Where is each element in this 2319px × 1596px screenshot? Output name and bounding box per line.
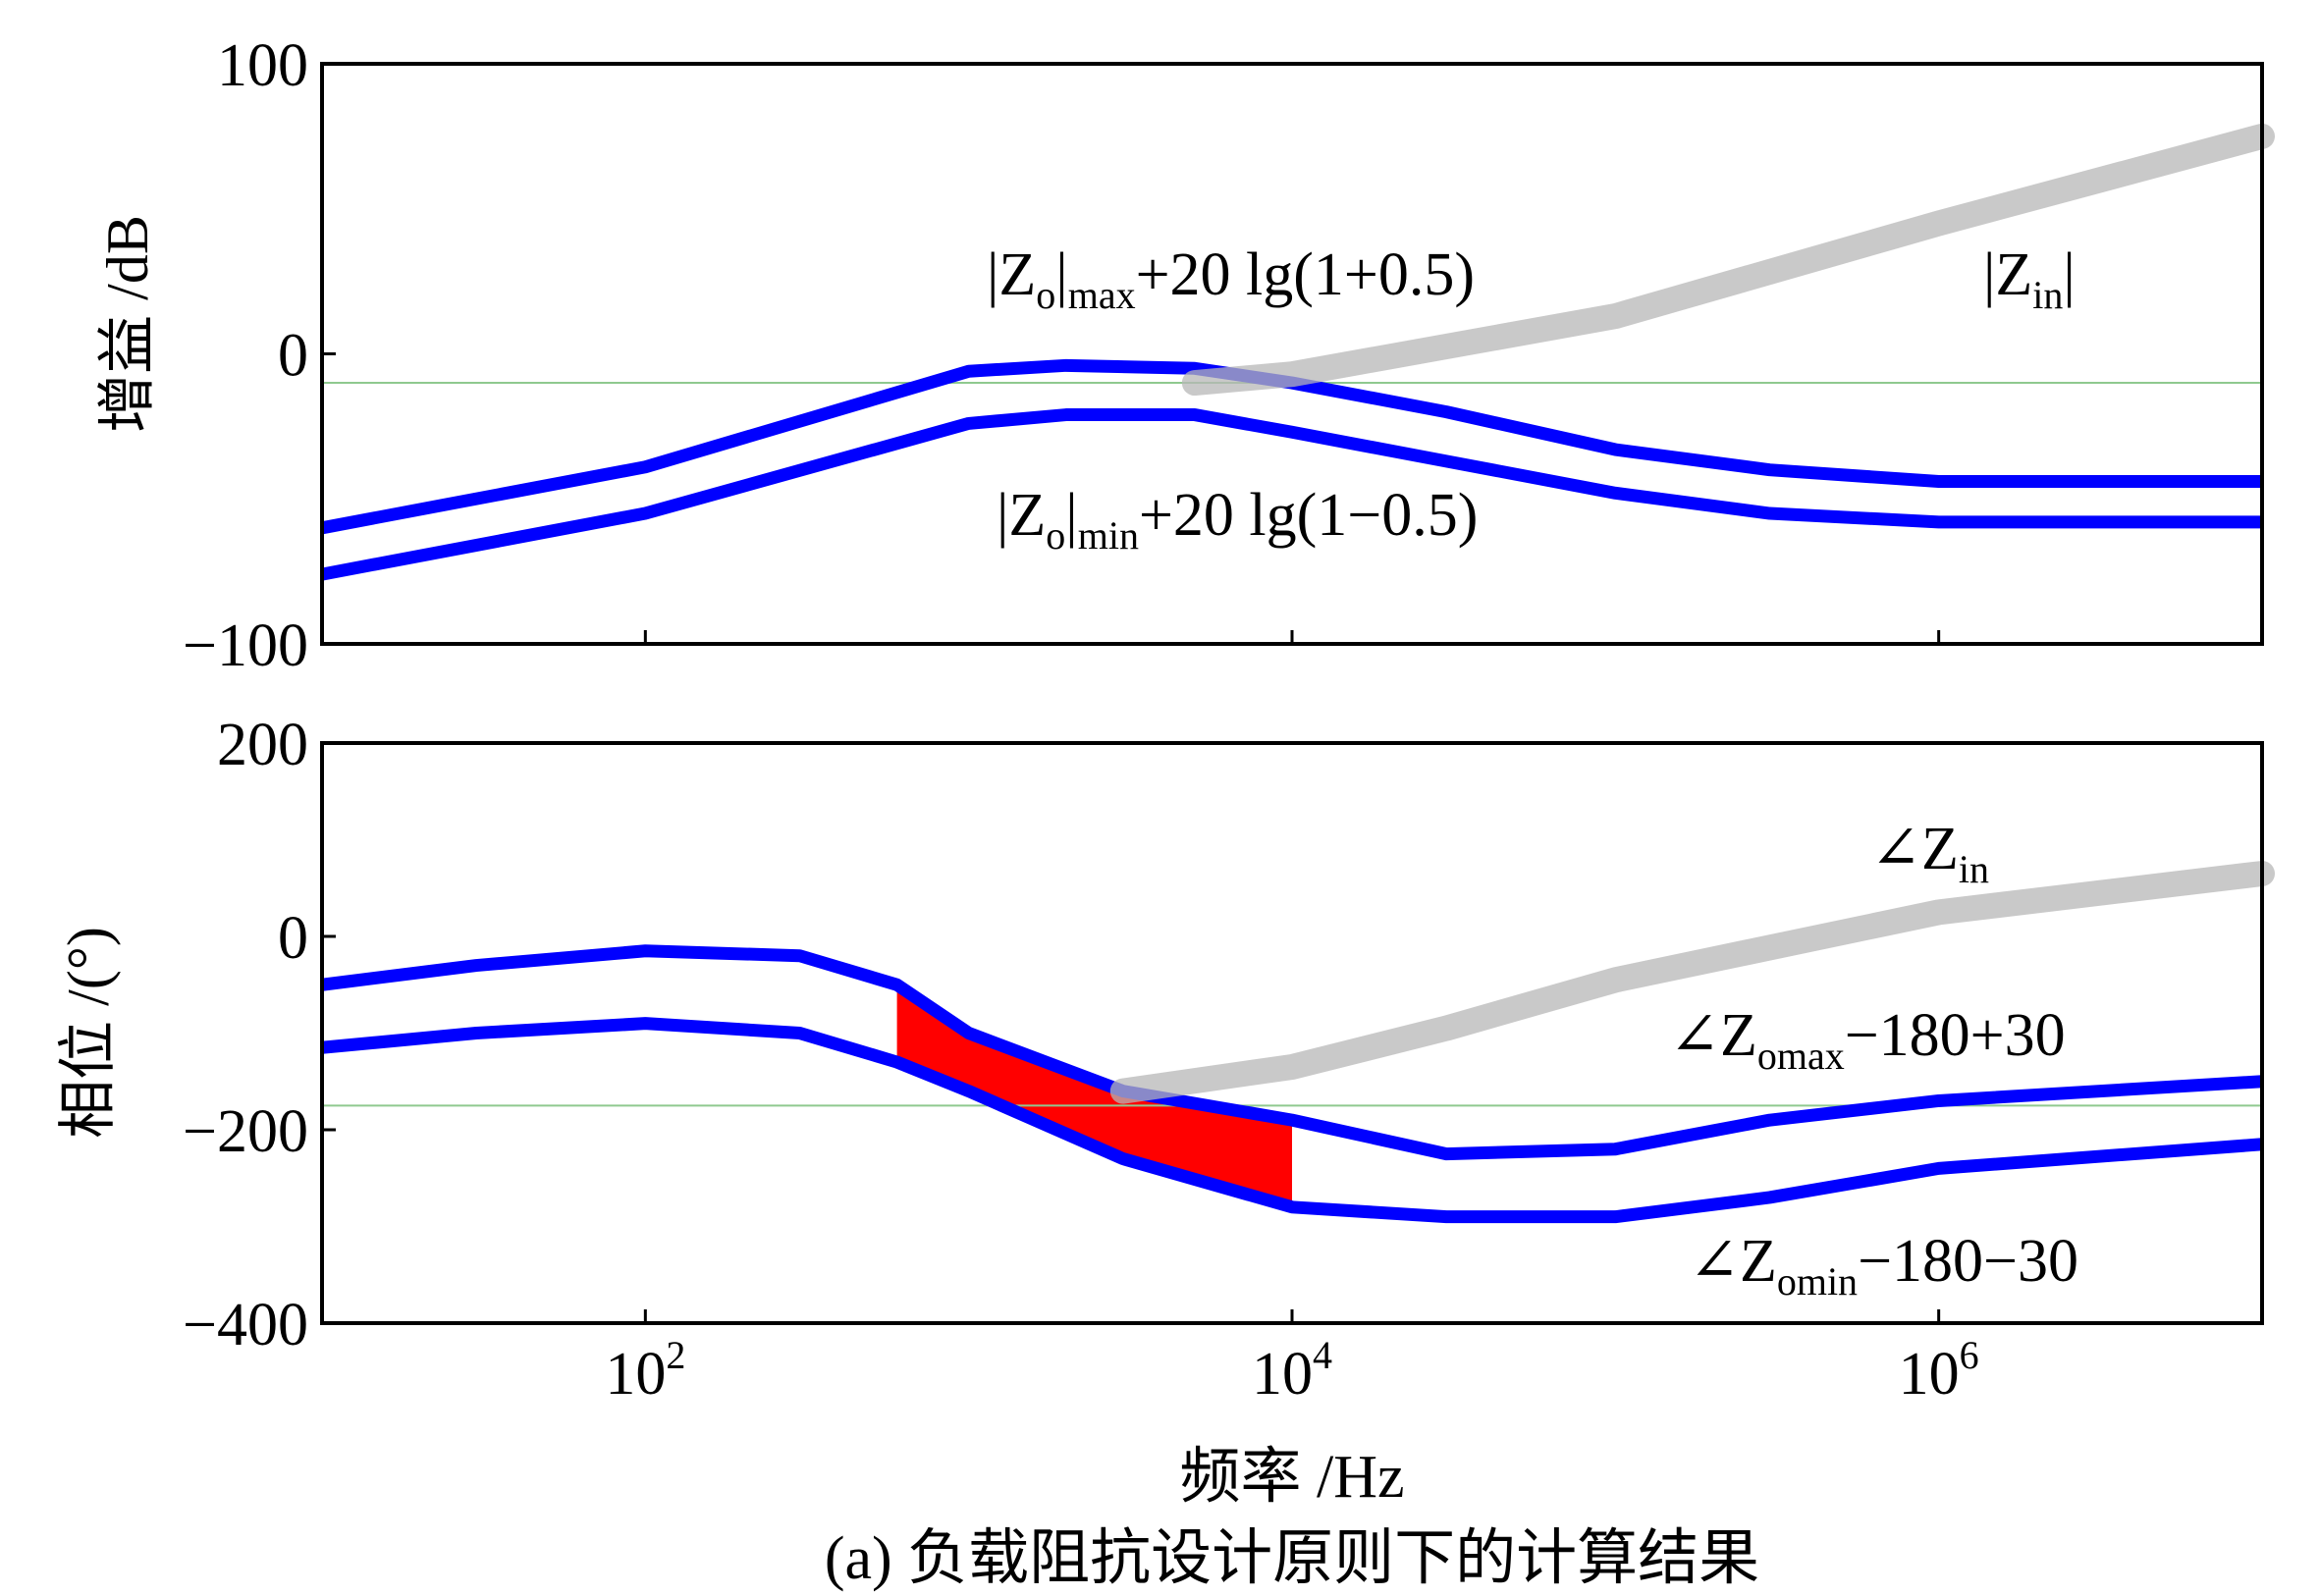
phase-series-zo-min [321, 1017, 2263, 1224]
gain-plot-frame [320, 62, 2264, 646]
phase-series-group [321, 860, 2275, 1224]
gain-series-group [320, 123, 2275, 581]
phase-series-zin [1109, 860, 2275, 1104]
gain-y-tick-label: −100 [183, 612, 308, 679]
phase-y-axis-label: 相位 /(°) [56, 927, 121, 1139]
phase-y-tick-label: −400 [183, 1292, 308, 1358]
x-tick-label: 106 [1899, 1333, 1979, 1408]
gain-series-zin [1181, 123, 2275, 397]
phase-y-tick-label: 0 [278, 905, 308, 972]
gain-annotation-zo-min: |Zo|min+20 lg(1−0.5) [997, 482, 1478, 558]
gain-y-axis-label: 增益 /dB [95, 215, 160, 433]
gain-y-tick-label: 0 [278, 323, 308, 390]
gain-y-tick-label: 100 [217, 32, 308, 99]
gain-series-zo-min [320, 408, 2262, 581]
phase-y-tick-label: 200 [217, 712, 308, 778]
x-axis-label: 频率 /Hz [1179, 1444, 1404, 1511]
phase-annotation-zomin: ∠Zomin−180−30 [1689, 1228, 2078, 1303]
phase-shaded-region [896, 984, 1292, 1207]
phase-y-tick-label: −200 [183, 1098, 308, 1165]
gain-panel: −100 0 100 增益 /dB |Zo|max+20 lg(1+0.5) |Zo… [95, 32, 2275, 679]
phase-x-ticks: 102 104 106 [605, 1309, 1979, 1408]
x-tick-label: 102 [605, 1333, 685, 1408]
phase-annotation-zin: ∠Zin [1870, 816, 1989, 891]
figure-caption: (a) 负载阻抗设计原则下的计算结果 [825, 1525, 1759, 1592]
phase-annotation-zomax: ∠Zomax−180+30 [1669, 1002, 2066, 1078]
gain-annotation-zo-max: |Zo|max+20 lg(1+0.5) [987, 241, 1475, 317]
gain-annotation-zin: |Zin| [1983, 241, 2076, 317]
gain-y-ticks: −100 0 100 [183, 32, 336, 679]
gain-x-ticks [643, 630, 1941, 644]
phase-y-ticks: −400 −200 0 200 [183, 712, 336, 1358]
x-tick-label: 104 [1252, 1333, 1332, 1408]
phase-panel: −400 −200 0 200 102 104 106 相位 /(°) ∠Zin ∠Zom… [56, 712, 2275, 1511]
